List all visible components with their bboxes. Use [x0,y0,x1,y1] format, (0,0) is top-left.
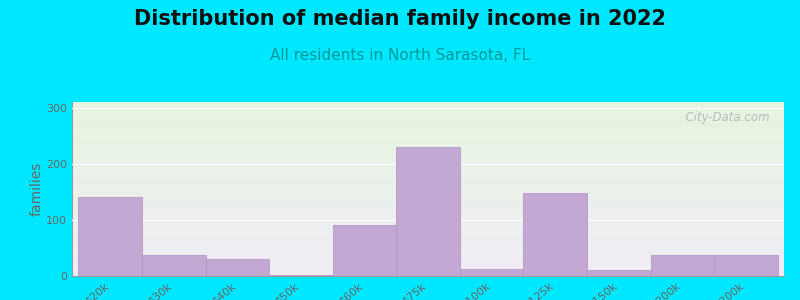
Bar [333,226,396,276]
Bar [396,147,460,276]
Bar [78,197,142,276]
Bar [587,270,650,276]
Text: Distribution of median family income in 2022: Distribution of median family income in … [134,9,666,29]
Y-axis label: families: families [30,162,43,216]
Bar [650,255,714,276]
Text: All residents in North Sarasota, FL: All residents in North Sarasota, FL [270,48,530,63]
Bar [714,255,778,276]
Bar [460,269,523,276]
Text: City-Data.com: City-Data.com [678,111,770,124]
Bar [269,275,333,276]
Bar [142,255,206,276]
Bar [206,259,269,276]
Bar [523,194,587,276]
